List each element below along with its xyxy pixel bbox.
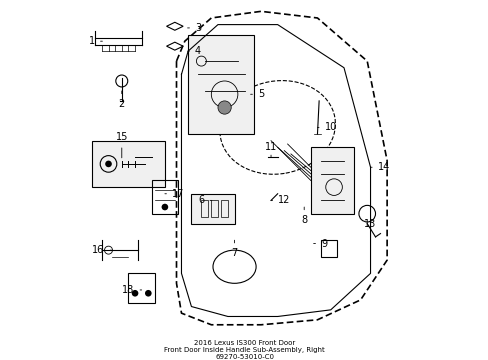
Text: 11: 11 [264, 142, 277, 157]
Circle shape [218, 101, 231, 114]
Polygon shape [166, 42, 183, 50]
Text: 18: 18 [122, 285, 142, 295]
Text: 2016 Lexus IS300 Front Door
Front Door Inside Handle Sub-Assembly, Right
69270-5: 2016 Lexus IS300 Front Door Front Door I… [164, 340, 324, 360]
Text: 6: 6 [198, 195, 211, 206]
Text: 4: 4 [187, 46, 201, 56]
FancyBboxPatch shape [92, 141, 164, 187]
Circle shape [161, 204, 168, 210]
Circle shape [145, 290, 151, 297]
Circle shape [105, 161, 112, 167]
Text: 14: 14 [370, 162, 389, 172]
Text: 12: 12 [270, 195, 290, 206]
Text: 10: 10 [317, 122, 336, 132]
FancyBboxPatch shape [188, 35, 254, 134]
Text: 1: 1 [89, 36, 102, 46]
Text: 16: 16 [92, 245, 112, 255]
Polygon shape [166, 22, 183, 30]
Circle shape [131, 290, 138, 297]
Text: 3: 3 [187, 23, 201, 33]
Text: 8: 8 [301, 207, 306, 225]
Text: 9: 9 [313, 239, 326, 248]
FancyBboxPatch shape [310, 147, 353, 214]
Text: 17: 17 [164, 189, 184, 199]
FancyBboxPatch shape [191, 194, 234, 224]
Text: 13: 13 [364, 210, 376, 229]
Text: 5: 5 [250, 89, 264, 99]
Text: 7: 7 [231, 240, 237, 258]
Text: 2: 2 [119, 91, 124, 109]
Text: 15: 15 [115, 132, 128, 158]
